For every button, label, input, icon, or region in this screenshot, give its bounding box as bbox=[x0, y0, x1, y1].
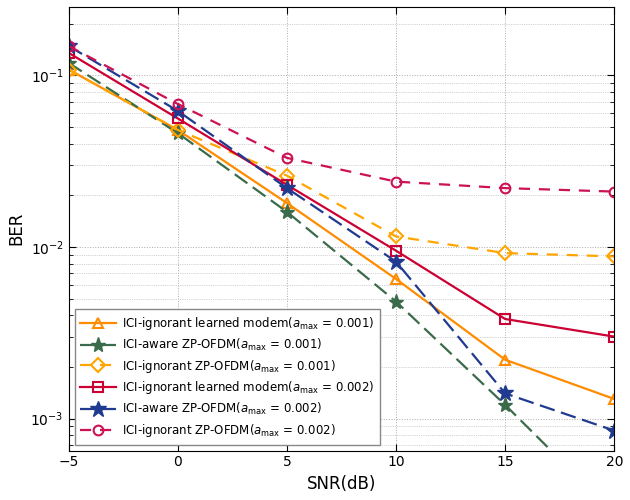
Y-axis label: BER: BER bbox=[7, 212, 25, 246]
X-axis label: SNR(dB): SNR(dB) bbox=[307, 475, 376, 493]
Legend: ICI-ignorant learned modem($a_{\mathrm{max}}$ = 0.001), ICI-aware ZP-OFDM($a_{\m: ICI-ignorant learned modem($a_{\mathrm{m… bbox=[74, 309, 380, 444]
